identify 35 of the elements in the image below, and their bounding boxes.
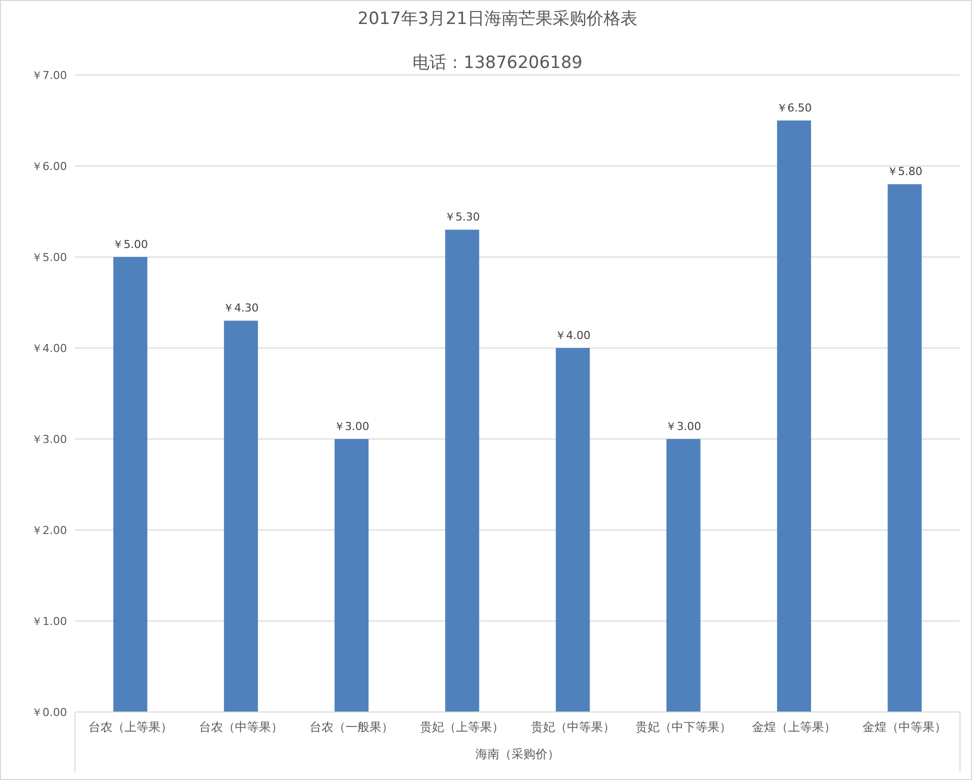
bar [224,320,258,712]
y-tick-label: ￥1.00 [32,615,67,628]
bar [445,230,480,712]
data-label: ￥4.00 [555,329,591,342]
chart-subtitle: 电话：13876206189 [412,53,582,73]
data-label: ￥4.30 [223,302,259,315]
bar [556,348,590,712]
y-tick-label: ￥0.00 [32,706,67,719]
bar [777,120,812,712]
y-tick-label: ￥3.00 [32,433,67,446]
x-tick-label: 台农（上等果） [88,720,172,734]
x-tick-label: 金煌（上等果） [752,720,836,734]
y-tick-label: ￥4.00 [32,342,67,355]
bar [113,257,148,712]
data-label: ￥5.30 [444,210,480,224]
data-label: ￥6.50 [776,102,812,114]
x-axis-title: 海南（采购价） [476,747,560,761]
data-label: ￥3.00 [334,420,370,433]
y-tick-label: ￥7.00 [32,69,67,82]
x-tick-label: 台农（中等果） [198,720,283,734]
bar [888,184,922,712]
data-label: ￥5.00 [112,238,148,251]
y-tick-label: ￥6.00 [32,160,67,173]
x-tick-label: 金煌（中等果） [862,720,947,734]
x-tick-label: 台农（一般果） [310,720,394,734]
y-tick-label: ￥5.00 [32,251,67,264]
x-tick-label: 贵妃（中等果） [530,720,615,734]
chart-title: 2017年3月21日海南芒果采购价格表 [358,9,638,29]
data-label: ￥3.00 [666,420,702,433]
bar [334,439,369,712]
x-tick-label: 贵妃（中下等果） [635,720,732,734]
bar [666,439,700,712]
data-label: ￥5.80 [886,165,922,178]
x-tick-label: 贵妃（上等果） [420,720,504,734]
y-tick-label: ￥2.00 [32,524,67,537]
